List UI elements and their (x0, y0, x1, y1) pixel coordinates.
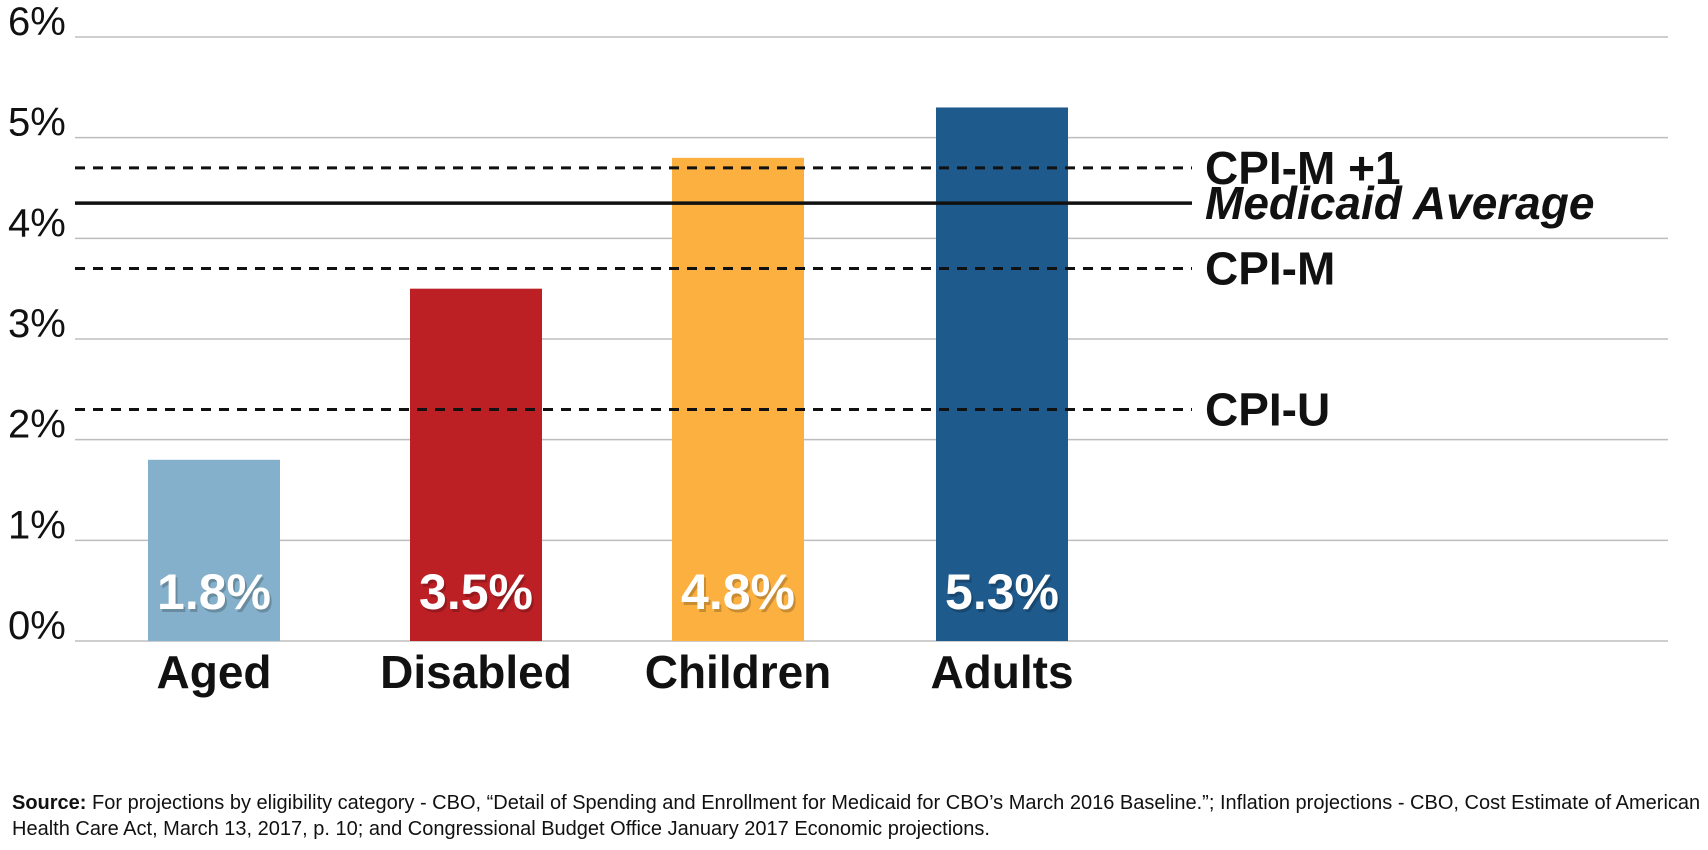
bar-adults (936, 107, 1068, 641)
data-label: 1.8% (157, 564, 271, 620)
bar-aged (148, 459, 280, 641)
data-label: 5.3% (945, 564, 1059, 620)
data-label-shadow: 5.3% (947, 567, 1061, 623)
y-tick-label: 4% (8, 201, 66, 245)
y-tick-label: 3% (8, 302, 66, 346)
bars: 1.8%1.8% 3.5%3.5% 4.8%4.8% 5.3%5.3% (148, 107, 1068, 642)
y-tick-label: 1% (8, 503, 66, 547)
source-text: For projections by eligibility category … (12, 792, 1701, 840)
data-label: 4.8% (681, 564, 795, 620)
y-tick-label: 0% (8, 604, 66, 648)
x-category-label: Aged (157, 646, 272, 698)
x-category-label: Children (645, 646, 832, 698)
bar-disabled (410, 288, 542, 641)
data-label-shadow: 4.8% (683, 567, 797, 623)
y-tick-label: 2% (8, 403, 66, 447)
gridlines (75, 36, 1668, 642)
x-category-label: Adults (930, 646, 1073, 698)
x-axis-categories: Aged Disabled Children Adults (157, 646, 1074, 698)
reference-line-label: Medicaid Average (1205, 177, 1594, 229)
source-note: Source: For projections by eligibility c… (12, 790, 1702, 842)
reference-line-label: CPI-M (1205, 243, 1335, 295)
y-tick-label: 6% (8, 0, 66, 44)
reference-line-label: CPI-M +1 (1205, 142, 1401, 194)
y-axis-ticks: 0% 1% 2% 3% 4% 5% 6% (8, 0, 66, 648)
data-label: 3.5% (419, 564, 533, 620)
source-label: Source: (12, 792, 87, 814)
data-label-shadow: 1.8% (159, 567, 273, 623)
bar-children (672, 157, 804, 642)
y-tick-label: 5% (8, 101, 66, 145)
data-label-shadow: 3.5% (421, 567, 535, 623)
x-category-label: Disabled (380, 646, 572, 698)
reference-line-label: CPI-U (1205, 383, 1330, 435)
